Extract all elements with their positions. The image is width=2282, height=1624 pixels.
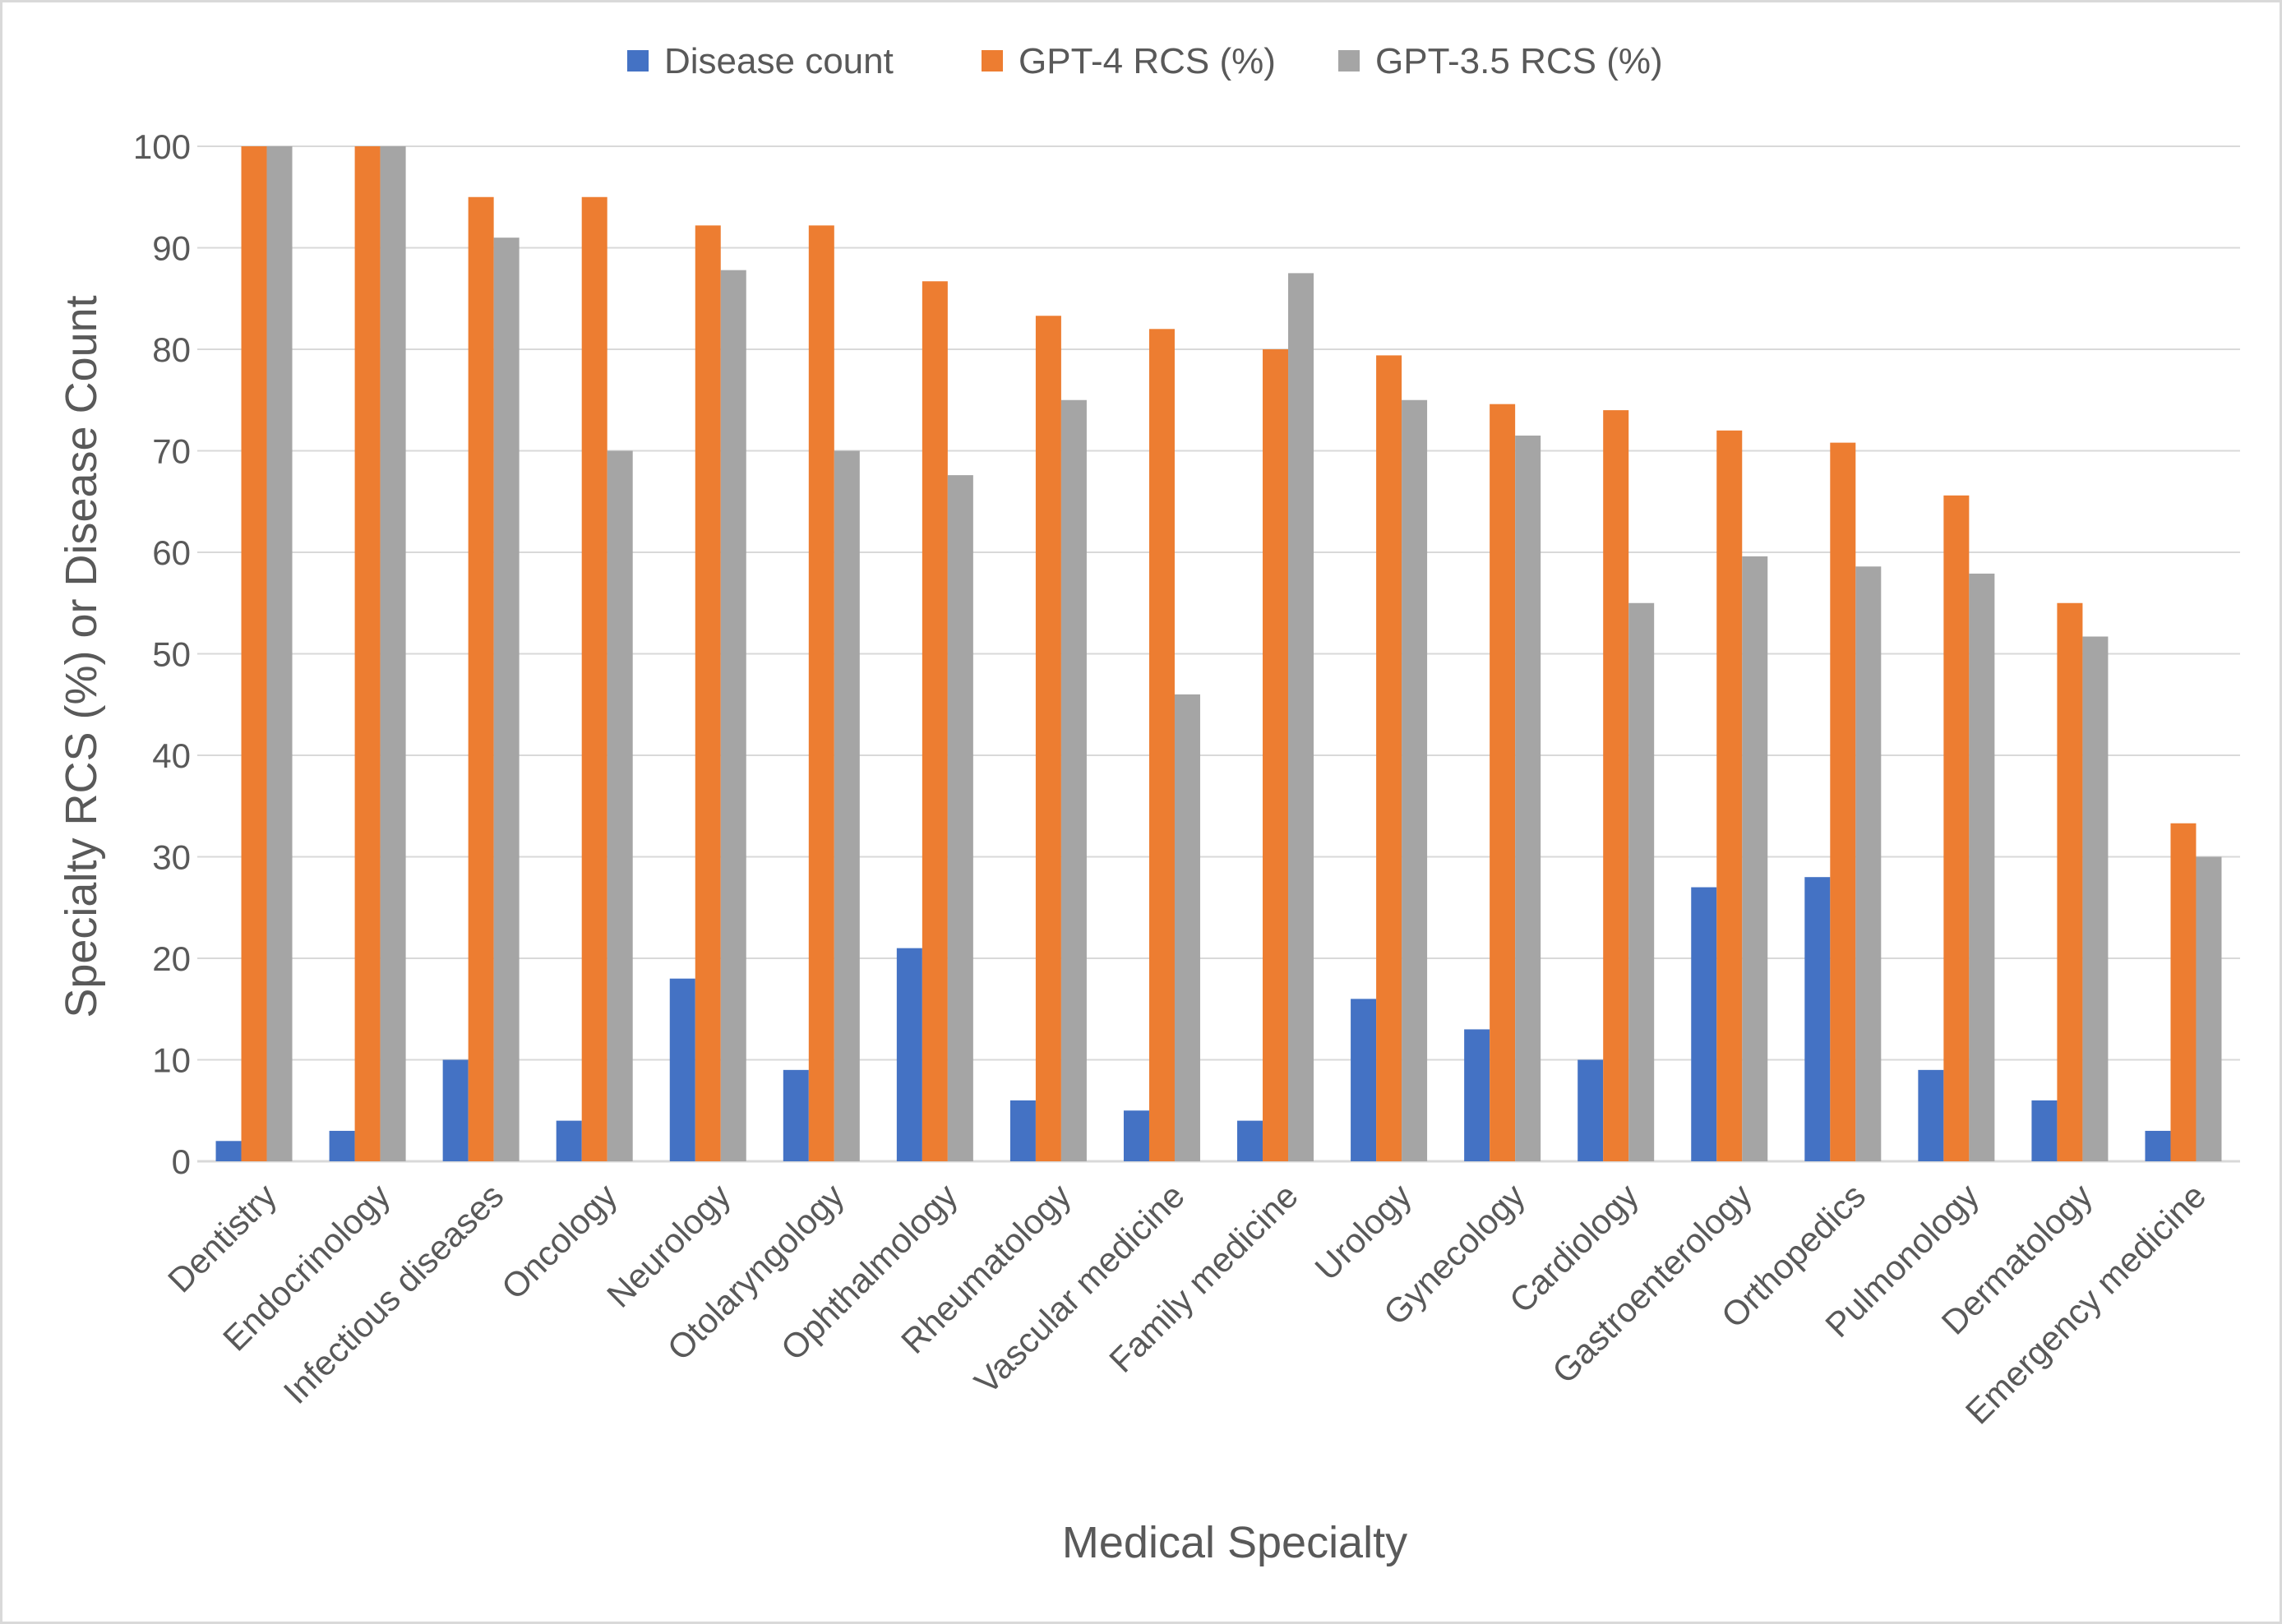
legend: Disease count GPT-4 RCS (%) GPT-3.5 RCS (%… [627,41,1663,81]
y-tick-label: 70 [152,432,191,471]
bar-gpt-4-rcs-dermatology [2057,602,2083,1161]
bar-disease-count-dermatology [2031,1100,2058,1161]
y-tick-label: 100 [133,127,191,166]
bar-disease-count-family-medicine [1237,1120,1263,1161]
legend-swatch [982,50,1003,72]
y-axis-title: Specialty RCS (%) or Disease Count [57,295,106,1017]
bar-gpt-3-5-rcs-neurology [720,270,746,1161]
bar-disease-count-endocrinology [329,1130,355,1161]
bar-gpt-4-rcs-urology [1376,355,1402,1161]
bar-gpt-3-5-rcs-gynecology [1515,435,1541,1161]
bar-gpt-3-5-rcs-family-medicine [1288,273,1314,1161]
bar-disease-count-neurology [669,978,695,1161]
legend-swatch [1338,50,1360,72]
bar-disease-count-rheumatology [1009,1100,1036,1161]
bar-disease-count-oncology [556,1120,582,1161]
bar-gpt-4-rcs-emergency-medicine [2170,823,2197,1161]
bar-disease-count-emergency-medicine [2145,1130,2171,1161]
y-tick-label: 20 [152,939,191,978]
bar-gpt-3-5-rcs-infectious-diseases [493,238,520,1161]
bar-gpt-4-rcs-cardiology [1603,410,1629,1162]
bar-disease-count-otolaryngology [783,1069,809,1161]
bar-gpt-4-rcs-gastroenterology [1716,430,1743,1161]
y-tick-label: 30 [152,838,191,877]
legend-label: GPT-3.5 RCS (%) [1375,41,1663,81]
bar-gpt-4-rcs-oncology [581,196,607,1161]
bar-gpt-3-5-rcs-vascular-medicine [1174,694,1200,1161]
legend-swatch [627,50,649,72]
bar-gpt-3-5-rcs-oncology [607,450,633,1161]
bar-disease-count-urology [1351,999,1377,1161]
bar-gpt-3-5-rcs-orthopedics [1855,566,1882,1161]
y-tick-label: 0 [172,1142,191,1181]
bar-gpt-4-rcs-dentistry [241,146,267,1161]
y-axis-ticks: 0 10 20 30 40 50 60 70 80 90 100 [133,127,191,1181]
legend-label: Disease count [664,41,894,81]
bar-gpt-4-rcs-gynecology [1490,404,1516,1161]
y-tick-label: 10 [152,1041,191,1080]
bar-gpt-3-5-rcs-otolaryngology [834,450,860,1161]
x-axis-title: Medical Specialty [1062,1518,1407,1567]
y-tick-label: 80 [152,330,191,369]
bar-disease-count-gynecology [1464,1029,1490,1161]
gridlines [197,145,2240,1163]
bar-gpt-3-5-rcs-pulmonology [1969,573,1995,1161]
bar-gpt-3-5-rcs-rheumatology [1060,399,1087,1161]
bar-gpt-3-5-rcs-ophthalmology [947,475,973,1161]
bar-gpt-4-rcs-endocrinology [354,146,381,1161]
bar-gpt-4-rcs-ophthalmology [922,281,948,1161]
y-tick-label: 90 [152,229,191,268]
bar-disease-count-ophthalmology [896,948,922,1161]
bar-gpt-3-5-rcs-urology [1402,399,1428,1161]
bar-gpt-3-5-rcs-dentistry [266,146,293,1161]
bar-gpt-4-rcs-family-medicine [1263,349,1289,1161]
bar-gpt-4-rcs-otolaryngology [808,225,834,1162]
bar-gpt-4-rcs-pulmonology [1943,495,1970,1161]
bar-gpt-4-rcs-infectious-diseases [468,196,494,1161]
bars [215,146,2222,1162]
bar-gpt-4-rcs-rheumatology [1035,316,1061,1161]
bar-disease-count-infectious-diseases [442,1059,469,1161]
y-tick-label: 50 [152,635,191,674]
bar-gpt-3-5-rcs-gastroenterology [1742,556,1768,1161]
y-tick-label: 60 [152,533,191,572]
y-tick-label: 40 [152,736,191,775]
legend-label: GPT-4 RCS (%) [1019,41,1276,81]
bar-disease-count-pulmonology [1918,1069,1944,1161]
bar-disease-count-gastroenterology [1691,887,1717,1161]
bar-gpt-3-5-rcs-emergency-medicine [2196,856,2222,1161]
bar-disease-count-vascular-medicine [1123,1110,1149,1161]
bar-gpt-3-5-rcs-endocrinology [380,146,406,1161]
bar-gpt-3-5-rcs-cardiology [1628,602,1655,1161]
bar-disease-count-dentistry [215,1141,242,1161]
bar-disease-count-orthopedics [1804,877,1831,1161]
bar-gpt-3-5-rcs-dermatology [2082,636,2109,1161]
bar-gpt-4-rcs-orthopedics [1830,442,1856,1161]
bar-gpt-4-rcs-vascular-medicine [1148,329,1175,1161]
bar-disease-count-cardiology [1578,1059,1604,1161]
bar-gpt-4-rcs-neurology [695,225,721,1162]
